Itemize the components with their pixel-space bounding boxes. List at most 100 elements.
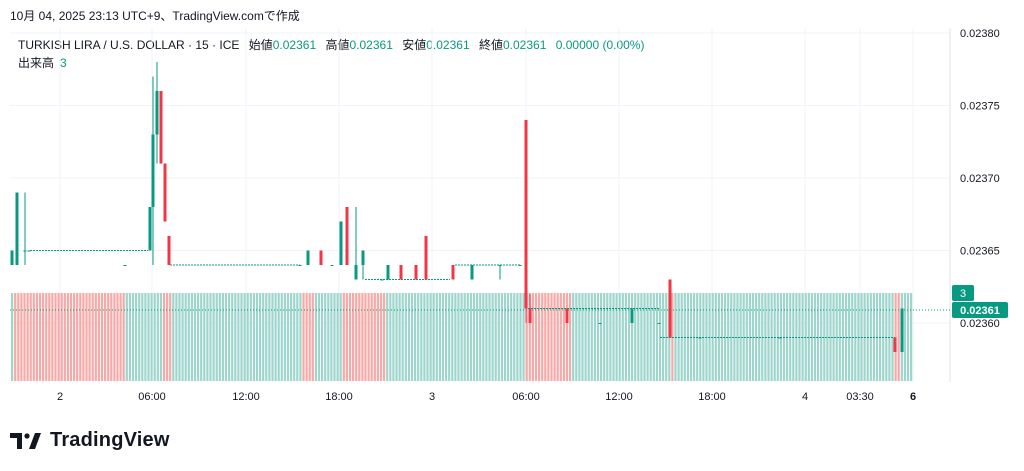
volume-bar bbox=[97, 293, 100, 381]
time-tick-label: 12:00 bbox=[232, 391, 260, 403]
volume-bar bbox=[212, 293, 215, 381]
volume-bar bbox=[634, 293, 637, 381]
volume-bar bbox=[618, 293, 621, 381]
candle-body bbox=[306, 250, 310, 265]
volume-bar bbox=[541, 293, 544, 381]
volume-bar bbox=[519, 293, 522, 381]
volume-bar bbox=[20, 293, 23, 381]
volume-bar bbox=[553, 293, 556, 381]
volume-bar bbox=[162, 293, 166, 381]
volume-bar bbox=[460, 293, 463, 381]
volume-bar bbox=[302, 293, 305, 381]
volume-bar bbox=[739, 293, 742, 381]
volume-bar bbox=[172, 293, 175, 381]
volume-bar bbox=[516, 293, 519, 381]
volume-bar bbox=[14, 293, 17, 381]
volume-bar bbox=[584, 293, 587, 381]
price-chart[interactable]: 0.02380 0.02375 0.02370 0.02365 0.02360 2 06:… bbox=[0, 0, 1024, 410]
time-tick-label: 06:00 bbox=[512, 391, 540, 403]
time-tick-label: 6 bbox=[910, 391, 916, 403]
change-value: 0.00000 (0.00%) bbox=[555, 38, 645, 52]
candle-body bbox=[151, 134, 155, 207]
volume-bar bbox=[364, 293, 367, 381]
volume-bar bbox=[531, 293, 534, 381]
volume-bar bbox=[203, 293, 206, 381]
candle-body bbox=[399, 265, 403, 280]
volume-bar bbox=[252, 293, 255, 381]
time-tick-label: 18:00 bbox=[698, 391, 726, 403]
candle-body bbox=[148, 207, 152, 251]
volume-bar bbox=[615, 293, 618, 381]
volume-bar bbox=[544, 293, 547, 381]
volume-bar bbox=[228, 293, 231, 381]
volume-bar bbox=[342, 293, 345, 381]
price-axis[interactable]: 0.02380 0.02375 0.02370 0.02365 0.02360 bbox=[960, 28, 1000, 330]
volume-bar bbox=[559, 293, 562, 381]
volume-bar bbox=[280, 293, 283, 381]
price-tick-label: 0.02370 bbox=[960, 173, 1000, 185]
volume-bar bbox=[841, 293, 844, 381]
volume-bar bbox=[361, 293, 364, 381]
volume-bar bbox=[435, 293, 438, 381]
volume-bar bbox=[423, 293, 426, 381]
volume-bar bbox=[11, 293, 14, 381]
symbol-title[interactable]: TURKISH LIRA / U.S. DOLLAR · 15 · ICE bbox=[18, 38, 240, 52]
volume-bar bbox=[730, 293, 733, 381]
high-value: 0.02361 bbox=[349, 38, 393, 52]
volume-bar bbox=[466, 293, 469, 381]
volume-bar bbox=[414, 293, 417, 381]
volume-bar bbox=[159, 293, 162, 381]
volume-bar bbox=[733, 293, 736, 381]
volume-bar bbox=[336, 293, 339, 381]
volume-bar bbox=[231, 293, 234, 381]
time-tick-label: 06:00 bbox=[138, 391, 166, 403]
time-axis[interactable]: 2 06:00 12:00 18:00 3 06:00 12:00 18:00 4 03:30 6 bbox=[57, 391, 916, 403]
volume-bar bbox=[894, 293, 897, 381]
svg-text:3: 3 bbox=[960, 288, 966, 300]
volume-label[interactable]: 出来高 bbox=[18, 56, 55, 70]
volume-bar bbox=[534, 293, 538, 381]
volume-bar bbox=[82, 293, 85, 381]
volume-bar bbox=[240, 293, 243, 381]
volume-bar bbox=[144, 293, 147, 381]
volume-bar bbox=[562, 293, 565, 381]
volume-bar bbox=[57, 293, 60, 381]
volume-bar bbox=[448, 293, 451, 381]
volume-bar bbox=[538, 293, 541, 381]
volume-bar bbox=[63, 293, 66, 381]
volume-bar bbox=[311, 293, 314, 381]
candle-body bbox=[498, 265, 502, 266]
volume-bar bbox=[832, 293, 835, 381]
volume-bar bbox=[23, 293, 26, 381]
candle-body bbox=[470, 265, 474, 280]
volume-bar bbox=[150, 293, 153, 381]
volume-bar bbox=[181, 293, 184, 381]
volume-bar bbox=[742, 293, 745, 381]
volume-bar bbox=[66, 293, 69, 381]
volume-bar bbox=[85, 293, 88, 381]
close-value: 0.02361 bbox=[503, 38, 547, 52]
volume-bar bbox=[491, 293, 494, 381]
volume-bar bbox=[246, 293, 249, 381]
volume-bar bbox=[606, 293, 609, 381]
volume-bar bbox=[457, 293, 460, 381]
volume-bar bbox=[488, 293, 491, 381]
volume-bar bbox=[386, 293, 389, 381]
volume-legend: 出来高 3 bbox=[18, 54, 67, 71]
volume-bar bbox=[119, 293, 122, 381]
volume-bar bbox=[314, 293, 317, 381]
candle-body bbox=[630, 308, 634, 323]
volume-bar bbox=[60, 293, 63, 381]
volume-bar bbox=[578, 293, 581, 381]
volume-bar bbox=[438, 293, 441, 381]
volume-bar bbox=[593, 293, 596, 381]
volume-bar bbox=[736, 293, 739, 381]
open-label: 始値 bbox=[248, 38, 273, 52]
volume-bar bbox=[513, 293, 516, 381]
volume-badge: 3 bbox=[952, 285, 974, 301]
tradingview-logo[interactable]: TradingView bbox=[10, 429, 170, 452]
volume-bar bbox=[829, 293, 832, 381]
candle-body bbox=[354, 265, 358, 280]
volume-bar bbox=[45, 293, 48, 381]
volume-bar bbox=[497, 293, 500, 381]
